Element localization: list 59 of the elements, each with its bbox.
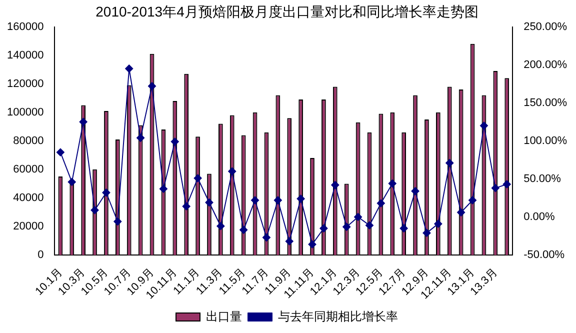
point: [308, 240, 316, 248]
y-tick-label: 100000: [6, 106, 44, 118]
y-tick-label: 0: [38, 249, 44, 262]
point: [216, 222, 225, 230]
point: [79, 118, 88, 126]
point: [228, 167, 236, 176]
point: [491, 184, 500, 192]
point: [446, 158, 454, 167]
point: [422, 228, 431, 237]
point: [411, 187, 420, 196]
point: [365, 221, 374, 230]
point: [68, 178, 76, 186]
legend-label: 出口量: [206, 309, 242, 324]
y-tick-label: 60000: [13, 163, 44, 176]
point: [125, 64, 134, 73]
point: [502, 180, 511, 188]
y2-tick-label: 0.00%: [524, 211, 555, 223]
point: [148, 82, 156, 90]
point: [159, 184, 168, 193]
point: [90, 206, 99, 214]
point: [388, 180, 396, 188]
point: [182, 202, 190, 210]
point: [320, 224, 328, 232]
point: [114, 218, 122, 226]
point: [262, 234, 270, 242]
point: [56, 148, 64, 156]
y-tick-label: 40000: [13, 192, 44, 204]
point: [480, 122, 488, 130]
point: [102, 188, 110, 197]
y-tick-label: 80000: [13, 134, 44, 147]
point: [354, 212, 362, 221]
point: [468, 196, 477, 204]
point: [194, 174, 202, 182]
point: [434, 220, 442, 228]
y2-tick-label: 150.00%: [524, 96, 568, 109]
y2-tick-label: 250.00%: [524, 20, 568, 33]
legend-label: 与去年同期相比增长率: [278, 309, 398, 324]
point: [240, 226, 248, 234]
y-tick-label: 160000: [6, 20, 44, 33]
y-tick-label: 20000: [13, 220, 44, 233]
point: [274, 196, 282, 204]
point: [205, 198, 214, 207]
point: [457, 208, 466, 216]
point: [170, 138, 179, 146]
point: [285, 237, 294, 246]
point: [342, 222, 351, 231]
y2-tick-label: 50.00%: [524, 172, 562, 185]
point: [376, 199, 385, 208]
chart-title: 2010-2013年4月预焙阳极月度出口量对比和同比增长率走势图: [96, 3, 478, 20]
point: [400, 224, 408, 232]
point: [296, 194, 305, 203]
point: [136, 134, 145, 142]
y2-tick-label: -50.00%: [524, 249, 565, 262]
y2-tick-label: 100.00%: [524, 134, 568, 147]
y-tick-label: 120000: [6, 78, 44, 90]
y2-tick-label: 200.00%: [524, 58, 568, 71]
point: [331, 181, 340, 190]
point: [251, 196, 260, 204]
y-tick-label: 140000: [6, 49, 44, 62]
